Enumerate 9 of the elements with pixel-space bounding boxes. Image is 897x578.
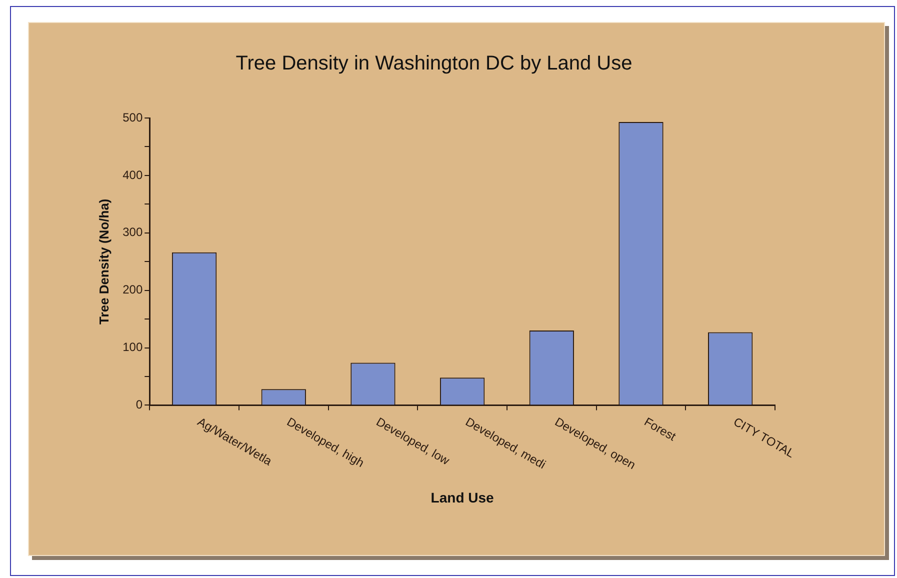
y-tick-label: 0	[136, 398, 143, 412]
chart-title: Tree Density in Washington DC by Land Use	[236, 52, 632, 75]
y-tick-label: 500	[122, 110, 143, 124]
y-axis-title: Tree Density (No/ha)	[96, 198, 112, 324]
y-tick-label: 300	[122, 225, 143, 240]
y-tick-label: 100	[122, 340, 143, 354]
y-tick-label: 400	[122, 168, 143, 182]
y-tick-label: 200	[122, 282, 143, 297]
x-axis-title: Land Use	[430, 489, 494, 506]
